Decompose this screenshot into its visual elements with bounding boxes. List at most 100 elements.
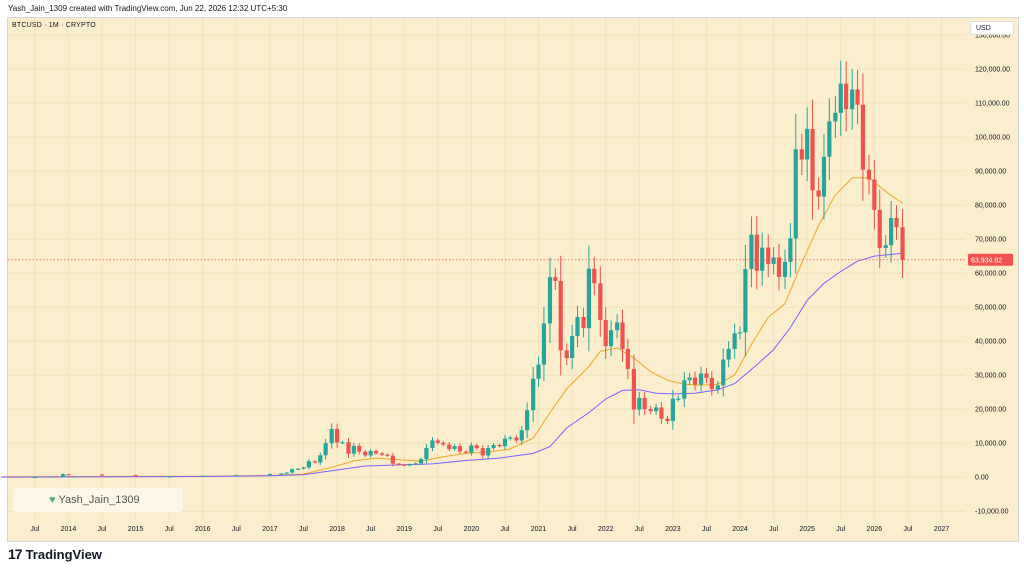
candle: [771, 257, 776, 264]
last-price-label: 63,934.82: [971, 257, 1002, 264]
x-tick-label: Jul: [836, 526, 845, 533]
candle: [508, 437, 513, 439]
candle: [318, 455, 323, 463]
candle: [631, 369, 637, 410]
candle: [665, 418, 670, 422]
candle: [66, 474, 71, 476]
candle: [396, 463, 401, 465]
candle: [99, 474, 105, 476]
candle: [491, 445, 496, 448]
candle: [480, 448, 485, 456]
candle: [553, 277, 558, 281]
candle: [709, 377, 714, 390]
x-tick-label: 2020: [464, 526, 480, 533]
x-tick-label: 2014: [61, 526, 77, 533]
candle: [469, 445, 474, 453]
candle: [329, 428, 334, 444]
candle: [687, 377, 692, 381]
candle: [486, 447, 491, 456]
x-tick-label: 2018: [329, 526, 345, 533]
y-tick-label: 130,000.00: [975, 33, 1010, 40]
candle: [805, 128, 810, 160]
x-tick-label: Jul: [366, 526, 375, 533]
candle: [850, 89, 855, 110]
candle: [435, 440, 440, 443]
candle: [704, 373, 709, 378]
candle: [648, 409, 653, 412]
x-tick-label: 2024: [732, 526, 748, 533]
y-tick-label: 120,000.00: [975, 67, 1010, 74]
candle: [133, 475, 138, 477]
candle: [407, 464, 412, 466]
y-tick-label: 60,000.00: [975, 271, 1006, 278]
candle: [441, 442, 446, 445]
y-tick-label: -10,000.00: [975, 509, 1009, 516]
candle: [296, 468, 301, 470]
candle: [502, 438, 508, 447]
x-tick-label: 2025: [799, 526, 815, 533]
tradingview-logo[interactable]: 17 TradingView: [8, 546, 102, 562]
candle: [833, 112, 838, 122]
candle: [390, 455, 395, 464]
candle: [692, 377, 698, 385]
candle: [323, 443, 328, 456]
x-tick-label: 2027: [934, 526, 950, 533]
candle: [872, 179, 877, 210]
candle: [883, 245, 888, 248]
x-tick-label: 2022: [598, 526, 614, 533]
candle: [301, 467, 306, 469]
candle: [776, 257, 782, 277]
chart-caption: Yash_Jain_1309 created with TradingView.…: [8, 4, 288, 13]
candle: [760, 247, 765, 271]
candle: [810, 128, 815, 191]
candle: [558, 280, 563, 351]
x-tick-label: Jul: [903, 526, 912, 533]
candle: [625, 348, 630, 370]
candle: [351, 445, 356, 454]
candle: [743, 269, 748, 333]
candle: [525, 410, 530, 431]
heart-icon: ♥: [49, 494, 56, 506]
candle: [844, 83, 849, 110]
candle: [799, 149, 804, 160]
last-price-tag: [968, 253, 1013, 266]
candle: [838, 83, 843, 113]
candle: [267, 473, 273, 476]
currency-selector[interactable]: USD: [970, 21, 1014, 35]
y-tick-label: 30,000.00: [975, 373, 1006, 380]
candle: [312, 461, 318, 463]
candle: [603, 320, 608, 347]
candle: [816, 190, 821, 197]
candle: [608, 330, 614, 347]
candle: [570, 336, 575, 359]
y-tick-label: 110,000.00: [975, 101, 1010, 108]
candle: [793, 149, 798, 239]
candle: [575, 316, 580, 337]
candle: [749, 234, 754, 270]
candle: [200, 475, 205, 477]
candle: [827, 121, 832, 157]
candle: [60, 474, 66, 477]
candle: [721, 359, 726, 386]
x-tick-label: Jul: [635, 526, 644, 533]
candle: [346, 442, 351, 454]
candle: [547, 277, 553, 324]
candle: [402, 464, 407, 466]
candle: [894, 218, 899, 228]
candle: [363, 451, 368, 456]
tradingview-brand: TradingView: [25, 546, 102, 562]
candle: [279, 473, 284, 475]
y-tick-label: 40,000.00: [975, 339, 1006, 346]
candle: [754, 234, 759, 271]
x-tick-label: Jul: [433, 526, 442, 533]
candle: [821, 156, 827, 197]
candle: [642, 397, 647, 410]
x-tick-label: 2019: [396, 526, 412, 533]
candle: [637, 397, 642, 410]
candle: [368, 450, 373, 456]
ma-fast-line: [1, 177, 903, 478]
y-tick-label: 80,000.00: [975, 203, 1006, 210]
x-tick-label: 2016: [195, 526, 211, 533]
candle: [715, 385, 720, 390]
